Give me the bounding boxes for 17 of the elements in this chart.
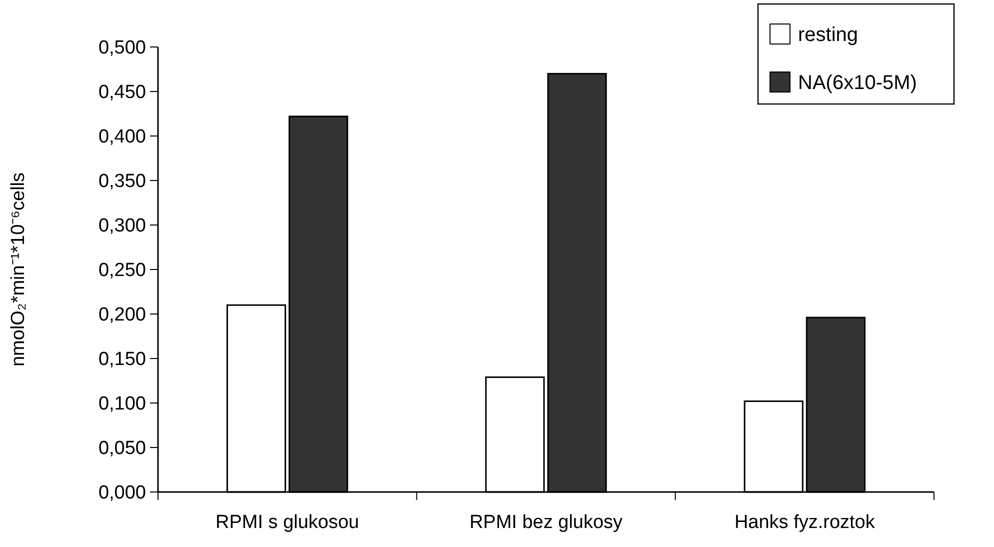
y-tick-label: 0,350 <box>98 171 146 192</box>
y-tick-label: 0,300 <box>98 216 146 237</box>
y-tick-label: 0,450 <box>98 82 146 104</box>
y-tick-label: 0,100 <box>98 394 146 415</box>
y-axis-title: nmolO₂*min⁻¹*10⁻⁶cells <box>8 172 29 367</box>
y-tick-label: 0,250 <box>98 260 146 282</box>
x-tick-label: Hanks fyz.roztok <box>734 512 876 533</box>
legend-label: NA(6x10-5M) <box>798 72 917 94</box>
y-tick-label: 0,500 <box>98 38 146 59</box>
y-tick-label: 0,400 <box>98 126 146 148</box>
y-tick-label: 0,050 <box>98 438 146 460</box>
y-tick-label: 0,150 <box>98 349 146 370</box>
y-tick-label: 0,000 <box>98 482 146 504</box>
x-tick-label: RPMI s glukosou <box>216 512 360 533</box>
legend-label: resting <box>798 24 858 46</box>
x-tick-label: RPMI bez glukosy <box>469 512 624 533</box>
y-tick-label: 0,200 <box>98 304 146 326</box>
